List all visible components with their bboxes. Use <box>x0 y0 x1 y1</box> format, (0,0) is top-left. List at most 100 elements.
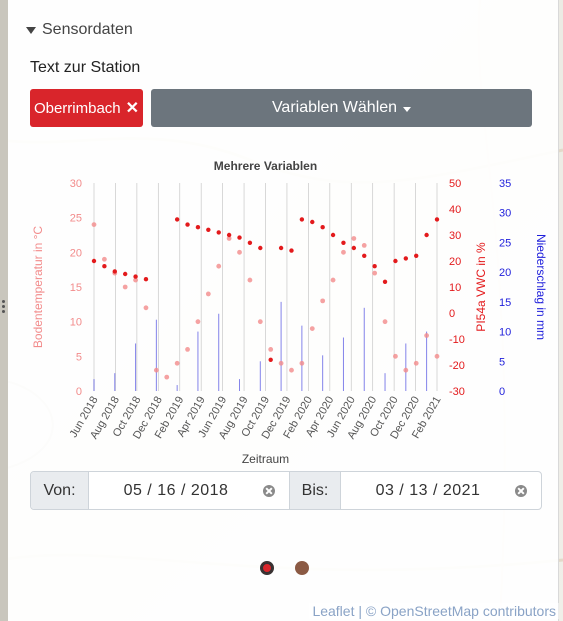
leaflet-link[interactable]: Leaflet <box>312 603 355 619</box>
map-attribution: Leaflet | © OpenStreetMap contributors <box>309 603 559 619</box>
y-tick-label: 10 <box>70 317 82 329</box>
y-tick-label: 25 <box>499 237 511 249</box>
vwc-point <box>372 264 377 269</box>
temperature-point <box>289 367 294 373</box>
attribution-separator: | © <box>354 603 381 619</box>
clear-from-icon[interactable] <box>263 484 275 497</box>
clear-to-icon[interactable] <box>515 484 527 497</box>
drag-handle-icon[interactable] <box>2 298 6 315</box>
sensor-chart[interactable]: Mehrere Variablen Jun 2018 Aug 2018 Oct 201… <box>30 155 550 467</box>
to-date-field[interactable]: 03 / 13 / 2021 <box>341 472 541 509</box>
station-markers <box>260 561 309 575</box>
vwc-point <box>174 217 180 222</box>
y-axis-label: Bodentemperatur in °C <box>31 226 45 349</box>
y-tick-label: 15 <box>70 282 82 294</box>
y-tick-label: 30 <box>70 178 82 190</box>
vwc-point <box>258 245 263 251</box>
temperature-point <box>226 236 232 241</box>
sensordaten-toggle[interactable]: Sensordaten <box>26 20 133 40</box>
panel-resize-strip[interactable] <box>0 0 8 621</box>
remove-icon[interactable]: ✕ <box>125 100 140 117</box>
vwc-point <box>226 232 232 238</box>
date-range: Von: 05 / 16 / 2018 Bis: 03 / 13 / 2021 <box>30 471 542 510</box>
vwc-point <box>216 230 221 235</box>
temperature-point <box>424 333 430 338</box>
vwc-point <box>320 225 325 230</box>
y-axis-label: PI54a VWC in % <box>474 242 488 332</box>
temperature-point <box>91 222 97 227</box>
temperature-point <box>205 291 211 297</box>
temperature-point <box>361 243 367 248</box>
vwc-point <box>362 253 367 258</box>
section-title: Sensordaten <box>42 21 133 38</box>
variables-select-button[interactable]: Variablen Wählen <box>151 89 532 127</box>
temperature-point <box>278 360 284 366</box>
vwc-point <box>434 217 440 222</box>
vwc-point <box>112 269 117 274</box>
vwc-point <box>91 258 97 264</box>
temperature-point <box>372 270 378 276</box>
to-date-value[interactable]: 03 / 13 / 2021 <box>375 481 481 499</box>
variables-button-label: Variablen Wählen <box>271 99 398 116</box>
temperature-point <box>143 305 149 311</box>
vwc-point <box>247 240 253 245</box>
vwc-point <box>330 232 336 238</box>
temperature-point <box>351 236 357 241</box>
temperature-point <box>299 360 305 366</box>
attribution-contributors: contributors <box>478 603 556 619</box>
temperature-point <box>403 367 409 373</box>
y-tick-label: 35 <box>499 178 511 190</box>
temperature-point <box>434 353 440 359</box>
vwc-point <box>133 274 138 279</box>
y-tick-label: 30 <box>449 230 461 242</box>
y-tick-label: 25 <box>70 213 82 225</box>
osm-link[interactable]: OpenStreetMap <box>380 603 479 619</box>
x-axis-label: Zeitraum <box>242 452 289 466</box>
from-label: Von: <box>31 472 89 509</box>
y-tick-label: 15 <box>499 297 511 309</box>
temperature-point <box>320 298 326 304</box>
to-label: Bis: <box>289 472 341 509</box>
vwc-point <box>393 258 398 264</box>
y-tick-label: 50 <box>449 178 461 190</box>
vwc-point <box>424 232 429 238</box>
y-tick-label: 20 <box>70 247 82 259</box>
temperature-point <box>413 360 419 366</box>
y-tick-label: -20 <box>449 360 465 372</box>
vwc-point <box>268 357 273 362</box>
temperature-point <box>122 284 128 290</box>
vwc-point <box>289 248 294 253</box>
temperature-point <box>341 249 346 255</box>
y-tick-label: 20 <box>499 267 511 279</box>
temperature-point <box>393 353 398 359</box>
vwc-point <box>185 222 190 227</box>
temperature-point <box>330 277 336 283</box>
station-chip-label: Oberrimbach <box>33 99 121 117</box>
y-tick-label: 0 <box>499 386 505 398</box>
y-axis-label: Niederschlag in mm <box>534 234 548 340</box>
temperature-point <box>153 367 159 373</box>
y-tick-label: -10 <box>449 334 465 346</box>
vwc-point <box>351 245 357 251</box>
y-tick-label: 20 <box>449 256 461 268</box>
marker-dot[interactable] <box>295 561 309 575</box>
temperature-point <box>185 347 190 352</box>
vwc-point <box>237 235 242 240</box>
temperature-point <box>174 360 180 366</box>
temperature-point <box>133 277 138 283</box>
y-tick-label: 0 <box>76 386 82 398</box>
from-date-value[interactable]: 05 / 16 / 2018 <box>123 481 229 499</box>
temperature-point <box>216 263 222 269</box>
from-date-field[interactable]: 05 / 16 / 2018 <box>89 472 289 509</box>
y-tick-label: 10 <box>499 327 511 339</box>
y-tick-label: 5 <box>499 356 505 368</box>
y-tick-label: 30 <box>499 208 511 220</box>
temperature-point <box>268 347 274 352</box>
y-tick-label: 0 <box>449 308 455 320</box>
sensor-panel: Sensordaten Text zur Station Oberrimbach… <box>8 0 559 621</box>
temperature-point <box>237 249 242 255</box>
temperature-point <box>247 277 253 283</box>
station-chip[interactable]: Oberrimbach ✕ <box>30 89 143 127</box>
marker-dot-active[interactable] <box>260 561 274 575</box>
